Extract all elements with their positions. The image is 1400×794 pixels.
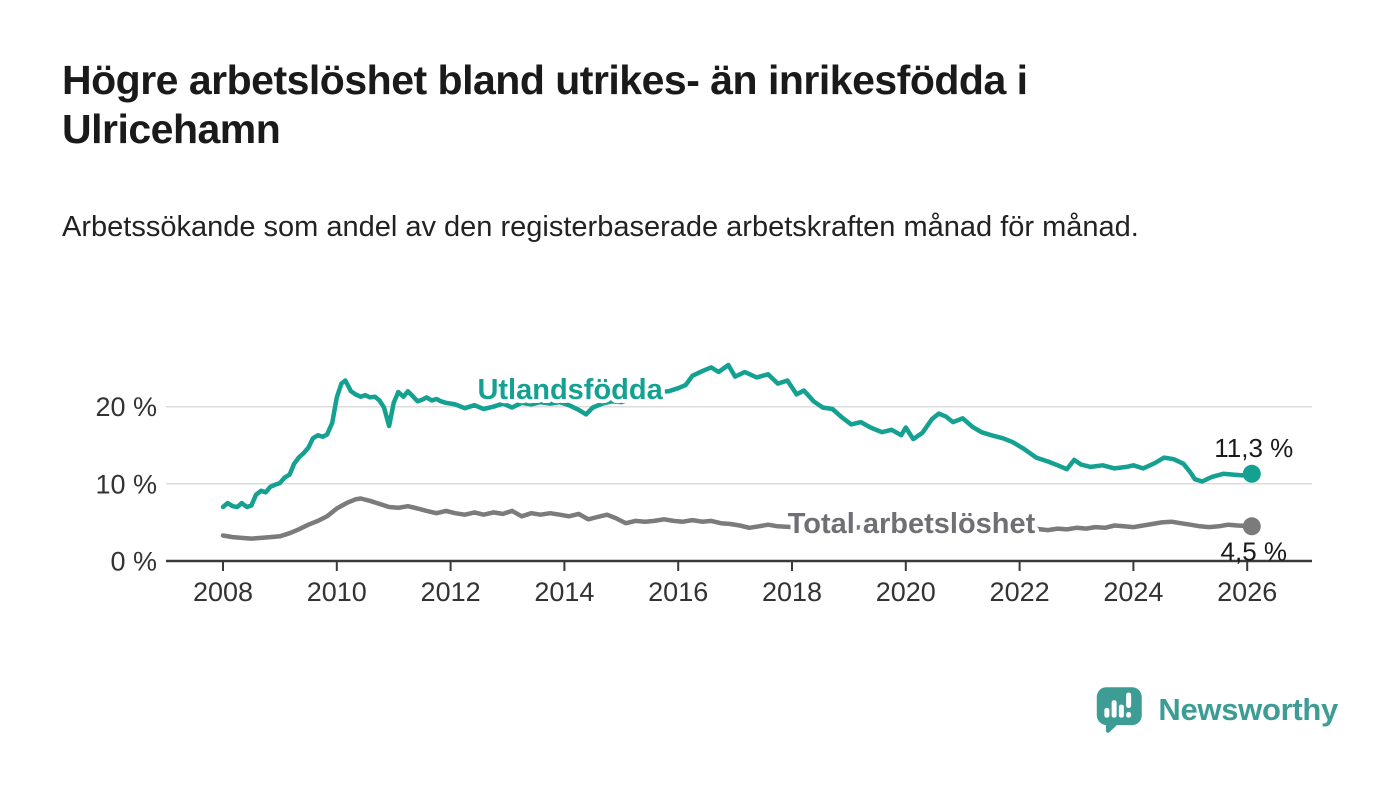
series-end-dot-total-arbetsloshet — [1242, 517, 1261, 536]
brand-footer: Newsworthy — [1093, 684, 1338, 736]
y-axis-tick-label: 10 % — [95, 469, 157, 499]
x-axis-tick-label: 2026 — [1217, 577, 1277, 607]
series-label-utlandsfodda: Utlandsfödda — [477, 374, 663, 406]
brand-name: Newsworthy — [1158, 692, 1338, 727]
x-axis-tick-label: 2010 — [307, 577, 367, 607]
x-axis-tick-label: 2016 — [648, 577, 708, 607]
x-axis-tick-label: 2012 — [421, 577, 481, 607]
y-axis-tick-label: 0 % — [110, 547, 157, 577]
series-line-utlandsfodda — [220, 362, 1255, 510]
chart-title: Högre arbetslöshet bland utrikes- än inr… — [62, 57, 1028, 153]
x-axis-tick-label: 2018 — [762, 577, 822, 607]
series-line-total-arbetsloshet — [220, 496, 1255, 541]
x-axis-tick-label: 2014 — [534, 577, 594, 607]
x-axis-tick-label: 2008 — [193, 577, 253, 607]
series-end-value-total-arbetsloshet: 4,5 % — [1221, 536, 1288, 566]
line-chart: 2008 2010 2012 2014 2016 2018 2020 2022 2024 2026… — [95, 362, 1312, 607]
x-axis-tick-label: 2024 — [1103, 577, 1163, 607]
y-axis-tick-label: 20 % — [95, 392, 157, 422]
series-end-dot-utlandsfodda — [1242, 464, 1261, 483]
x-axis-tick-label: 2020 — [876, 577, 936, 607]
series-label-total-arbetsloshet: Total arbetslöshet — [788, 508, 1036, 540]
newsworthy-logo-icon — [1097, 687, 1143, 733]
chart-subtitle: Arbetssökande som andel av den registerb… — [62, 211, 1139, 243]
series-end-value-utlandsfodda: 11,3 % — [1214, 433, 1293, 463]
x-axis-tick-label: 2022 — [990, 577, 1050, 607]
